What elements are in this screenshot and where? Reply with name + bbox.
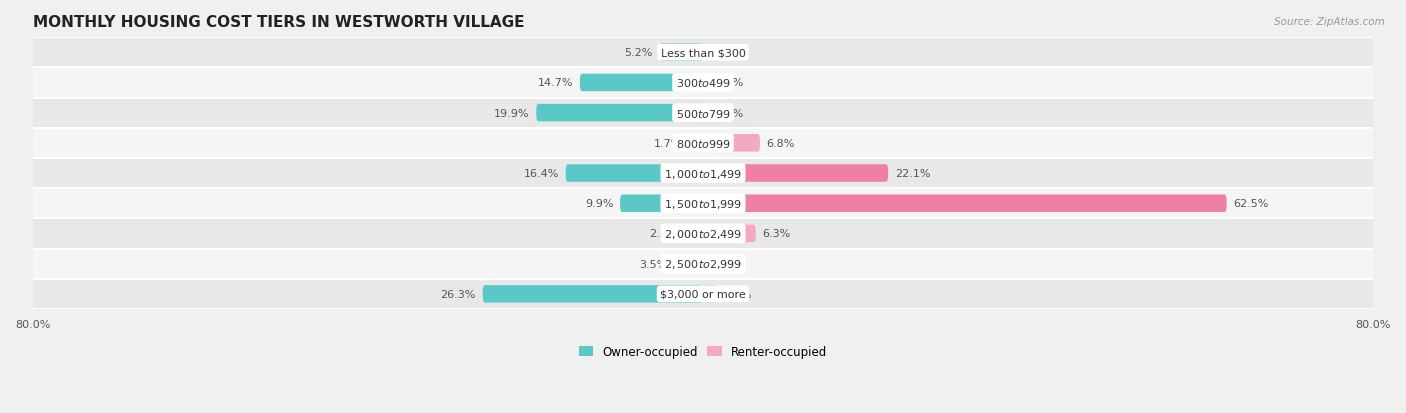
Bar — [32, 98, 1374, 128]
Text: $1,000 to $1,499: $1,000 to $1,499 — [664, 167, 742, 180]
Text: 9.9%: 9.9% — [585, 199, 613, 209]
Bar — [32, 219, 1374, 249]
Bar — [32, 159, 1374, 189]
Legend: Owner-occupied, Renter-occupied: Owner-occupied, Renter-occupied — [574, 341, 832, 363]
FancyBboxPatch shape — [703, 285, 717, 303]
Text: $2,000 to $2,499: $2,000 to $2,499 — [664, 228, 742, 240]
FancyBboxPatch shape — [703, 135, 761, 152]
Bar — [32, 68, 1374, 98]
Text: 6.8%: 6.8% — [766, 138, 794, 148]
Text: 22.1%: 22.1% — [894, 169, 931, 178]
Text: 0.0%: 0.0% — [716, 78, 744, 88]
FancyBboxPatch shape — [689, 135, 703, 152]
Bar — [32, 128, 1374, 159]
Bar — [32, 38, 1374, 68]
Text: $500 to $799: $500 to $799 — [675, 107, 731, 119]
FancyBboxPatch shape — [565, 165, 703, 182]
Text: 62.5%: 62.5% — [1233, 199, 1268, 209]
Text: 6.3%: 6.3% — [762, 229, 790, 239]
Text: 14.7%: 14.7% — [537, 78, 574, 88]
Bar — [32, 189, 1374, 219]
Text: 19.9%: 19.9% — [494, 108, 530, 119]
Text: Source: ZipAtlas.com: Source: ZipAtlas.com — [1274, 17, 1385, 26]
Text: $3,000 or more: $3,000 or more — [661, 289, 745, 299]
Text: 0.0%: 0.0% — [716, 48, 744, 58]
FancyBboxPatch shape — [673, 255, 703, 273]
FancyBboxPatch shape — [579, 74, 703, 92]
Text: 1.7%: 1.7% — [724, 289, 752, 299]
Text: $1,500 to $1,999: $1,500 to $1,999 — [664, 197, 742, 210]
Text: 0.0%: 0.0% — [716, 259, 744, 269]
Text: 3.5%: 3.5% — [638, 259, 666, 269]
FancyBboxPatch shape — [683, 225, 703, 242]
Text: $800 to $999: $800 to $999 — [675, 138, 731, 150]
Text: 26.3%: 26.3% — [440, 289, 477, 299]
Text: 5.2%: 5.2% — [624, 48, 652, 58]
Text: $300 to $499: $300 to $499 — [675, 77, 731, 89]
FancyBboxPatch shape — [536, 104, 703, 122]
Text: Less than $300: Less than $300 — [661, 48, 745, 58]
Text: 2.3%: 2.3% — [648, 229, 678, 239]
Text: MONTHLY HOUSING COST TIERS IN WESTWORTH VILLAGE: MONTHLY HOUSING COST TIERS IN WESTWORTH … — [32, 15, 524, 30]
Text: 0.0%: 0.0% — [716, 108, 744, 119]
FancyBboxPatch shape — [703, 195, 1226, 212]
Text: 16.4%: 16.4% — [523, 169, 558, 178]
Bar — [32, 279, 1374, 309]
FancyBboxPatch shape — [620, 195, 703, 212]
FancyBboxPatch shape — [703, 165, 889, 182]
Bar — [32, 249, 1374, 279]
Text: $2,500 to $2,999: $2,500 to $2,999 — [664, 257, 742, 271]
FancyBboxPatch shape — [482, 285, 703, 303]
FancyBboxPatch shape — [703, 225, 756, 242]
Text: 1.7%: 1.7% — [654, 138, 682, 148]
FancyBboxPatch shape — [659, 44, 703, 62]
